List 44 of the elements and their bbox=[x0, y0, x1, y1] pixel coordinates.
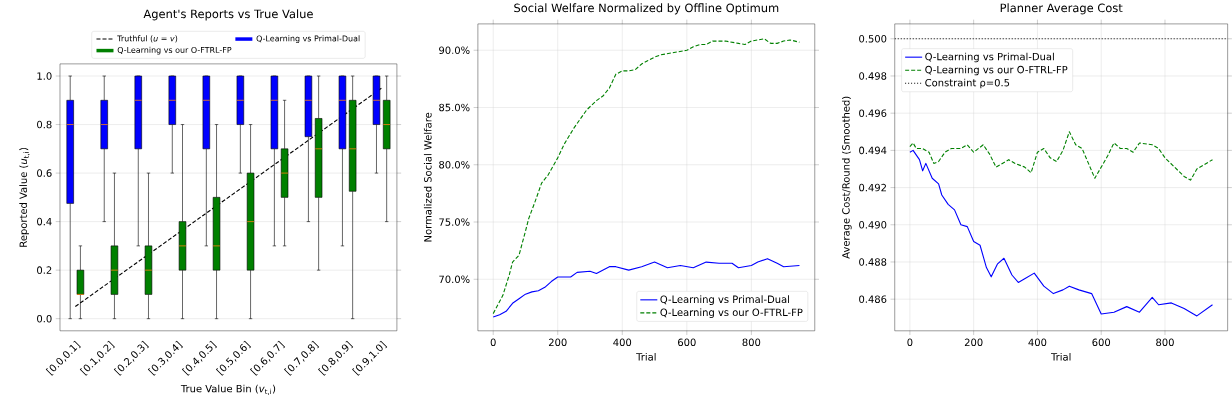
y-tick-label: 0.498 bbox=[859, 72, 887, 80]
x-tick-label: 200 bbox=[548, 338, 567, 347]
legend-label: Constraint ρ=0.5 bbox=[925, 78, 1010, 89]
y-axis-title: Normalized Social Welfare bbox=[423, 112, 432, 242]
legend-label: Q-Learning vs Primal-Dual bbox=[660, 295, 789, 306]
chart-title: Social Welfare Normalized by Offline Optimum bbox=[514, 3, 779, 15]
x-axis-title: True Value Bin (v$_{t,i}$) bbox=[180, 384, 276, 396]
legend-label: Q-Learning vs Primal-Dual bbox=[925, 52, 1054, 63]
y-tick-label: 0.492 bbox=[859, 183, 886, 192]
y-tick-label: 0.500 bbox=[859, 35, 887, 43]
x-tick-label: 800 bbox=[1156, 338, 1174, 347]
x-tick-label: 600 bbox=[1092, 338, 1111, 347]
y-axis-title: Reported Value (u$_{t,i}$) bbox=[19, 148, 30, 247]
y-tick-label: 1.0 bbox=[37, 72, 52, 80]
y-tick-label: 0.486 bbox=[859, 295, 887, 304]
y-tick-label: 0.494 bbox=[859, 146, 887, 155]
y-tick-label: 0.488 bbox=[859, 258, 887, 266]
legend-label: Q-Learning vs our O-FTRL-FP bbox=[925, 65, 1068, 76]
x-axis-title: Trial bbox=[1050, 353, 1071, 361]
y-tick-label: 0.496 bbox=[859, 109, 887, 118]
y-tick-label: 0.2 bbox=[37, 266, 52, 275]
y-tick-label: 80.0% bbox=[439, 161, 470, 169]
y-tick-label: 90.0% bbox=[439, 46, 470, 55]
x-tick-label: 400 bbox=[1028, 338, 1047, 347]
y-tick-label: 0.4 bbox=[37, 217, 52, 226]
x-tick-label: 800 bbox=[742, 338, 761, 347]
y-tick-label: 0.8 bbox=[37, 120, 52, 129]
legend-label: Q-Learning vs our O-FTRL-FP bbox=[660, 308, 803, 319]
y-tick-label: 0.0 bbox=[37, 315, 52, 323]
x-tick-label: 600 bbox=[678, 338, 696, 347]
y-tick-label: 0.6 bbox=[37, 169, 52, 177]
y-tick-label: 70.0% bbox=[439, 275, 470, 284]
chart-title: Planner Average Cost bbox=[1000, 3, 1123, 15]
x-tick-label: 200 bbox=[964, 338, 983, 347]
line-series bbox=[909, 149, 1214, 317]
chart-title: Agent's Reports vs True Value bbox=[143, 9, 313, 21]
x-axis-title: Trial bbox=[636, 353, 656, 361]
y-axis-title: Average Cost/Round (Smoothed) bbox=[841, 96, 852, 259]
y-tick-label: 0.490 bbox=[859, 221, 887, 229]
y-tick-label: 75.0% bbox=[439, 218, 470, 226]
y-tick-label: 85.0% bbox=[439, 103, 470, 112]
x-tick-label: 0 bbox=[490, 338, 496, 347]
x-tick-label: 0 bbox=[907, 338, 913, 347]
x-tick-label: 400 bbox=[613, 338, 632, 347]
